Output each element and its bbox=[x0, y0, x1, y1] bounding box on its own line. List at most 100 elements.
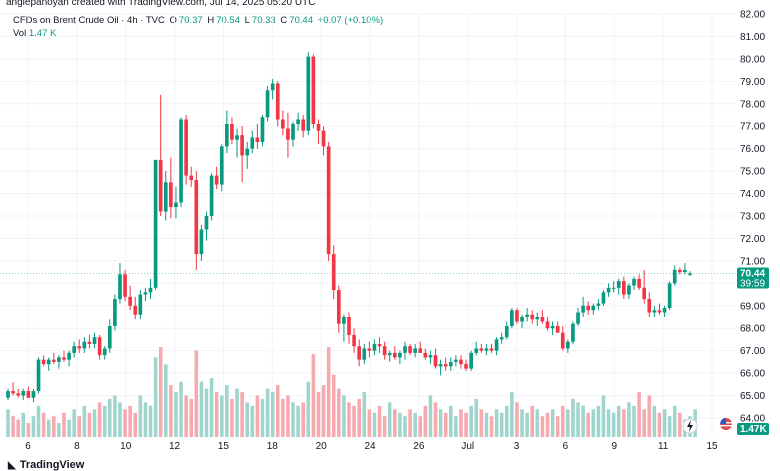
volume-bar bbox=[316, 392, 321, 437]
candle-body bbox=[443, 364, 448, 367]
volume-bar bbox=[504, 405, 509, 437]
volume-bar bbox=[57, 423, 61, 437]
x-tick-label: 8 bbox=[74, 441, 80, 452]
volume-bar bbox=[67, 419, 71, 437]
volume-bar bbox=[438, 409, 443, 437]
y-tick-label: 69.00 bbox=[740, 301, 765, 312]
volume-bar bbox=[586, 412, 590, 437]
volume-bar bbox=[591, 409, 596, 437]
volume-bar bbox=[357, 398, 361, 437]
candle-body bbox=[479, 348, 484, 351]
candle-body bbox=[540, 317, 545, 322]
volume-bar bbox=[128, 405, 132, 437]
tradingview-footer[interactable]: ◣ TradingView bbox=[8, 459, 84, 471]
candle-body bbox=[133, 305, 138, 315]
candle-body bbox=[642, 287, 647, 300]
x-tick-label: 3 bbox=[514, 441, 520, 452]
volume-bar bbox=[240, 392, 244, 437]
volume-bar bbox=[148, 405, 153, 437]
candle-body bbox=[255, 137, 260, 142]
candle-body bbox=[525, 314, 529, 317]
volume-bar bbox=[199, 381, 204, 437]
open-label: O bbox=[169, 15, 177, 26]
grid-lines bbox=[0, 13, 736, 436]
footer-brand: TradingView bbox=[19, 459, 85, 471]
volume-bar bbox=[331, 374, 336, 437]
candle-body bbox=[367, 348, 372, 351]
candle-body bbox=[6, 391, 10, 398]
candle-body bbox=[270, 83, 275, 91]
volume-bar bbox=[102, 405, 107, 437]
volume-bar bbox=[449, 405, 453, 437]
candle-body bbox=[316, 123, 321, 131]
candle-body bbox=[301, 119, 306, 131]
volume-bar bbox=[555, 416, 560, 437]
candle-body bbox=[535, 317, 540, 320]
volume-label: Vol bbox=[13, 28, 27, 39]
volume-bar bbox=[494, 409, 499, 437]
us-flag-icon[interactable] bbox=[720, 418, 732, 430]
x-tick-label: 15 bbox=[218, 441, 230, 452]
volume-bar bbox=[97, 402, 102, 437]
volume-bar bbox=[484, 412, 489, 437]
candle-body bbox=[448, 361, 453, 367]
candle-body bbox=[57, 357, 61, 362]
lightning-icon[interactable] bbox=[682, 418, 698, 434]
y-tick-label: 64.00 bbox=[740, 414, 765, 425]
candle-body bbox=[677, 269, 682, 273]
volume-bar bbox=[46, 419, 51, 437]
x-tick-label: 18 bbox=[267, 441, 279, 452]
change-value: +0.07 (+0.10%) bbox=[317, 15, 384, 26]
volume-bar bbox=[52, 416, 56, 437]
low-label: L bbox=[244, 15, 250, 26]
y-tick-label: 76.00 bbox=[740, 144, 765, 155]
volume-bar bbox=[209, 378, 214, 437]
volume-bar bbox=[545, 412, 550, 437]
candle-body bbox=[545, 321, 550, 329]
candle-body bbox=[306, 56, 311, 131]
candle-body bbox=[647, 299, 652, 313]
candle-body bbox=[662, 308, 667, 313]
close-label: C bbox=[280, 15, 288, 26]
volume-value: 1.47 K bbox=[28, 28, 57, 39]
x-tick-label: 9 bbox=[612, 441, 618, 452]
volume-bar bbox=[123, 409, 127, 437]
volume-bar bbox=[118, 402, 122, 437]
y-tick-label: 75.00 bbox=[740, 167, 765, 178]
candle-body bbox=[683, 269, 687, 273]
high-value: 70.54 bbox=[216, 15, 240, 26]
candle-body bbox=[286, 128, 290, 140]
candle-body bbox=[494, 339, 499, 351]
volume-bar bbox=[230, 398, 234, 437]
candle-body bbox=[118, 274, 122, 300]
volume-bar bbox=[296, 405, 300, 437]
candle-body bbox=[555, 325, 560, 333]
volume-bar bbox=[194, 350, 199, 437]
volume-bar bbox=[647, 395, 652, 437]
candle-body bbox=[153, 159, 158, 288]
volume-bar bbox=[372, 412, 377, 437]
candle-body bbox=[296, 119, 300, 124]
volume-bar bbox=[214, 392, 219, 437]
volume-bar bbox=[454, 416, 458, 437]
y-tick-label: 81.00 bbox=[740, 32, 765, 43]
candle-body bbox=[148, 287, 153, 293]
volume-bar bbox=[153, 357, 158, 437]
volume-legend: Vol 1.47 K bbox=[13, 28, 56, 39]
volume-bar bbox=[108, 398, 112, 437]
symbol-name[interactable]: CFDs on Brent Crude Oil · 4h · TVC bbox=[13, 15, 165, 26]
candle-body bbox=[377, 343, 382, 347]
volume-bar bbox=[469, 405, 473, 437]
x-tick-label: 12 bbox=[169, 441, 181, 452]
candle-body bbox=[87, 341, 92, 344]
price-axis[interactable] bbox=[736, 0, 780, 440]
candle-body bbox=[392, 352, 397, 358]
volume-bar bbox=[393, 409, 397, 437]
volume-bar bbox=[362, 392, 367, 437]
volume-bar bbox=[423, 405, 428, 437]
candle-body bbox=[484, 348, 489, 351]
volume-bar bbox=[189, 398, 194, 437]
volume-bar bbox=[235, 388, 239, 437]
volume-bar bbox=[16, 419, 20, 437]
